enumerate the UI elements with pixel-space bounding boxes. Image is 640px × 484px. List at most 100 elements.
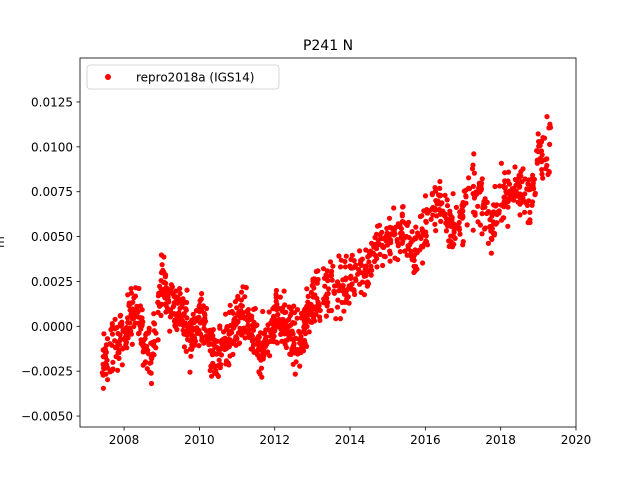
data-point xyxy=(491,220,497,226)
data-point xyxy=(128,286,134,292)
data-point xyxy=(213,367,219,374)
data-point xyxy=(505,204,511,210)
data-point xyxy=(290,331,296,337)
data-point xyxy=(257,371,263,377)
data-point xyxy=(163,301,169,307)
data-point xyxy=(143,330,150,336)
data-point xyxy=(516,172,522,178)
data-point xyxy=(466,185,472,191)
data-point xyxy=(200,303,206,309)
x-tick-label: 2020 xyxy=(561,433,592,447)
data-point xyxy=(317,317,323,323)
data-point xyxy=(212,339,218,345)
data-point xyxy=(348,285,354,291)
data-point xyxy=(466,175,472,181)
data-point xyxy=(123,339,129,345)
data-point xyxy=(380,244,386,250)
data-point xyxy=(227,328,233,334)
data-point xyxy=(446,243,452,249)
data-point xyxy=(258,365,265,371)
data-point xyxy=(113,354,119,360)
data-point xyxy=(544,114,550,120)
data-points xyxy=(99,114,554,391)
legend: repro2018a (IGS14) xyxy=(86,64,280,90)
data-point xyxy=(352,291,358,298)
legend-marker xyxy=(105,74,111,80)
data-point xyxy=(400,204,406,210)
data-point xyxy=(103,371,109,377)
data-point xyxy=(505,178,511,184)
data-point xyxy=(460,239,466,245)
data-point xyxy=(250,325,256,331)
data-point xyxy=(265,349,271,355)
data-point xyxy=(147,360,153,366)
data-point xyxy=(517,184,523,190)
data-point xyxy=(411,257,417,263)
data-point xyxy=(223,361,229,367)
data-point xyxy=(399,213,405,219)
data-point xyxy=(187,369,193,375)
data-point xyxy=(351,264,357,270)
data-point xyxy=(387,251,393,257)
data-point xyxy=(118,312,124,318)
data-point xyxy=(179,301,186,307)
data-point xyxy=(422,193,429,199)
data-point xyxy=(339,299,345,306)
data-point xyxy=(441,213,447,219)
data-point xyxy=(323,313,329,319)
data-point xyxy=(285,329,291,335)
data-point xyxy=(337,316,344,322)
y-tick-label: 0.0000 xyxy=(31,320,73,334)
data-point xyxy=(336,253,342,259)
data-point xyxy=(341,308,347,314)
data-point xyxy=(274,302,280,308)
data-point xyxy=(135,309,141,315)
data-point xyxy=(245,330,251,336)
data-point xyxy=(374,264,380,270)
data-point xyxy=(299,344,305,350)
data-point xyxy=(324,275,330,281)
data-point xyxy=(333,316,339,322)
data-point xyxy=(460,199,466,206)
data-point xyxy=(329,268,335,274)
data-point xyxy=(238,302,244,308)
data-point xyxy=(230,339,237,345)
data-point xyxy=(230,351,236,357)
data-point xyxy=(103,349,109,355)
data-point xyxy=(524,202,531,208)
chart-title: P241 N xyxy=(303,38,353,54)
data-point xyxy=(258,357,264,363)
data-point xyxy=(459,207,465,213)
data-point xyxy=(364,280,370,286)
data-point xyxy=(343,253,349,259)
data-point xyxy=(206,340,212,346)
data-point xyxy=(217,323,223,329)
data-point xyxy=(189,345,195,351)
data-point xyxy=(235,312,241,318)
data-point xyxy=(290,361,296,367)
data-point xyxy=(459,215,465,221)
y-tick-label: −0.0050 xyxy=(21,410,73,424)
plot-frame xyxy=(79,57,577,428)
data-point xyxy=(389,225,395,231)
data-point xyxy=(527,217,533,223)
data-point xyxy=(482,226,488,232)
data-point xyxy=(512,164,518,170)
data-point xyxy=(456,227,462,233)
data-point xyxy=(408,248,414,254)
data-point xyxy=(388,237,394,243)
y-tick-label: 0.0025 xyxy=(31,275,73,289)
data-point xyxy=(100,361,106,367)
data-point xyxy=(479,231,485,237)
data-point xyxy=(168,286,174,292)
data-point xyxy=(472,210,478,216)
data-point xyxy=(273,292,279,298)
data-point xyxy=(180,296,186,302)
data-point xyxy=(199,291,205,297)
data-point xyxy=(218,352,225,358)
data-point xyxy=(485,240,491,246)
data-point xyxy=(288,322,294,328)
data-point xyxy=(500,215,506,221)
data-point xyxy=(527,186,533,192)
data-point xyxy=(413,224,419,230)
